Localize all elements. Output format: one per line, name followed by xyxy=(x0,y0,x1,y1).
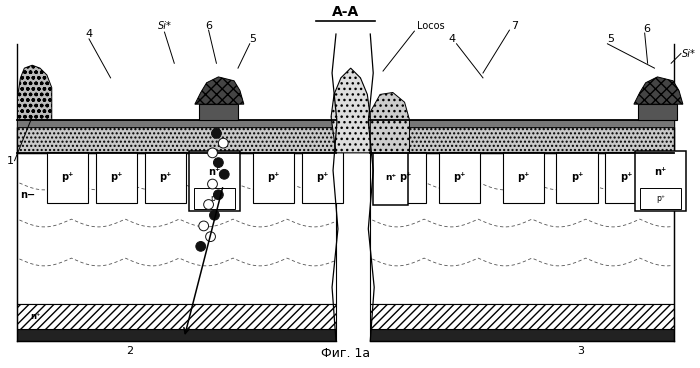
Circle shape xyxy=(214,158,223,167)
Text: p⁺: p⁺ xyxy=(400,172,412,182)
Circle shape xyxy=(204,199,214,209)
Text: 2: 2 xyxy=(127,346,134,355)
Text: n⁺: n⁺ xyxy=(209,167,220,177)
Bar xyxy=(18,120,336,127)
Text: p⁺: p⁺ xyxy=(454,172,466,182)
Bar xyxy=(302,152,343,202)
Text: p⁺: p⁺ xyxy=(62,172,74,182)
Bar xyxy=(370,304,674,329)
Text: p⁺: p⁺ xyxy=(620,172,632,182)
Text: p⁺: p⁺ xyxy=(210,194,219,203)
Circle shape xyxy=(199,221,209,231)
Bar xyxy=(638,104,677,120)
Bar xyxy=(373,151,407,205)
Text: 5: 5 xyxy=(607,34,614,44)
Polygon shape xyxy=(370,92,410,153)
Circle shape xyxy=(196,241,206,251)
Text: Фиг. 1а: Фиг. 1а xyxy=(321,347,370,360)
Circle shape xyxy=(219,169,229,179)
Text: 1: 1 xyxy=(7,156,14,166)
Bar xyxy=(556,152,598,202)
Text: Si*: Si* xyxy=(158,21,172,31)
Text: 5: 5 xyxy=(249,34,256,44)
Bar xyxy=(370,127,674,153)
Text: A-A: A-A xyxy=(332,6,359,20)
Bar xyxy=(18,329,336,341)
Bar xyxy=(385,152,426,202)
Text: 7: 7 xyxy=(511,21,518,31)
Bar xyxy=(18,127,336,153)
Circle shape xyxy=(208,148,218,158)
Bar xyxy=(189,151,240,211)
Text: p⁺: p⁺ xyxy=(517,172,529,182)
Bar xyxy=(96,152,137,202)
Bar xyxy=(640,188,681,209)
Text: 3: 3 xyxy=(578,346,584,355)
Text: n⁺: n⁺ xyxy=(385,173,396,182)
Polygon shape xyxy=(18,65,52,120)
Bar xyxy=(18,153,336,304)
Bar xyxy=(606,152,647,202)
Text: p⁺: p⁺ xyxy=(316,172,328,182)
Text: p⁺: p⁺ xyxy=(571,172,583,182)
Bar xyxy=(503,152,544,202)
Bar xyxy=(635,151,686,211)
Bar xyxy=(145,152,186,202)
Text: Si*: Si* xyxy=(682,49,696,59)
Text: n−: n− xyxy=(20,190,36,200)
Bar xyxy=(253,152,294,202)
Text: p⁺: p⁺ xyxy=(111,172,122,182)
Text: Locos: Locos xyxy=(417,21,444,31)
Circle shape xyxy=(211,128,221,138)
Circle shape xyxy=(209,210,219,220)
Bar xyxy=(439,152,480,202)
Polygon shape xyxy=(634,77,683,104)
Text: 6: 6 xyxy=(205,21,212,31)
Bar xyxy=(47,152,88,202)
Circle shape xyxy=(218,138,228,148)
Text: n⁺: n⁺ xyxy=(654,167,666,177)
Text: 4: 4 xyxy=(85,29,92,39)
Text: 4: 4 xyxy=(448,34,455,44)
Bar xyxy=(370,329,674,341)
Text: p⁺: p⁺ xyxy=(160,172,172,182)
Text: 6: 6 xyxy=(643,24,650,34)
Circle shape xyxy=(206,232,216,241)
Bar xyxy=(199,104,238,120)
Polygon shape xyxy=(195,77,244,104)
Text: p⁺: p⁺ xyxy=(656,194,665,203)
Circle shape xyxy=(208,179,218,189)
Polygon shape xyxy=(331,68,370,153)
Bar xyxy=(18,304,336,329)
Bar xyxy=(194,188,235,209)
Bar xyxy=(370,153,674,304)
Text: n⁺: n⁺ xyxy=(30,312,41,321)
Circle shape xyxy=(214,190,223,199)
Bar xyxy=(370,120,674,127)
Text: p⁺: p⁺ xyxy=(267,172,279,182)
